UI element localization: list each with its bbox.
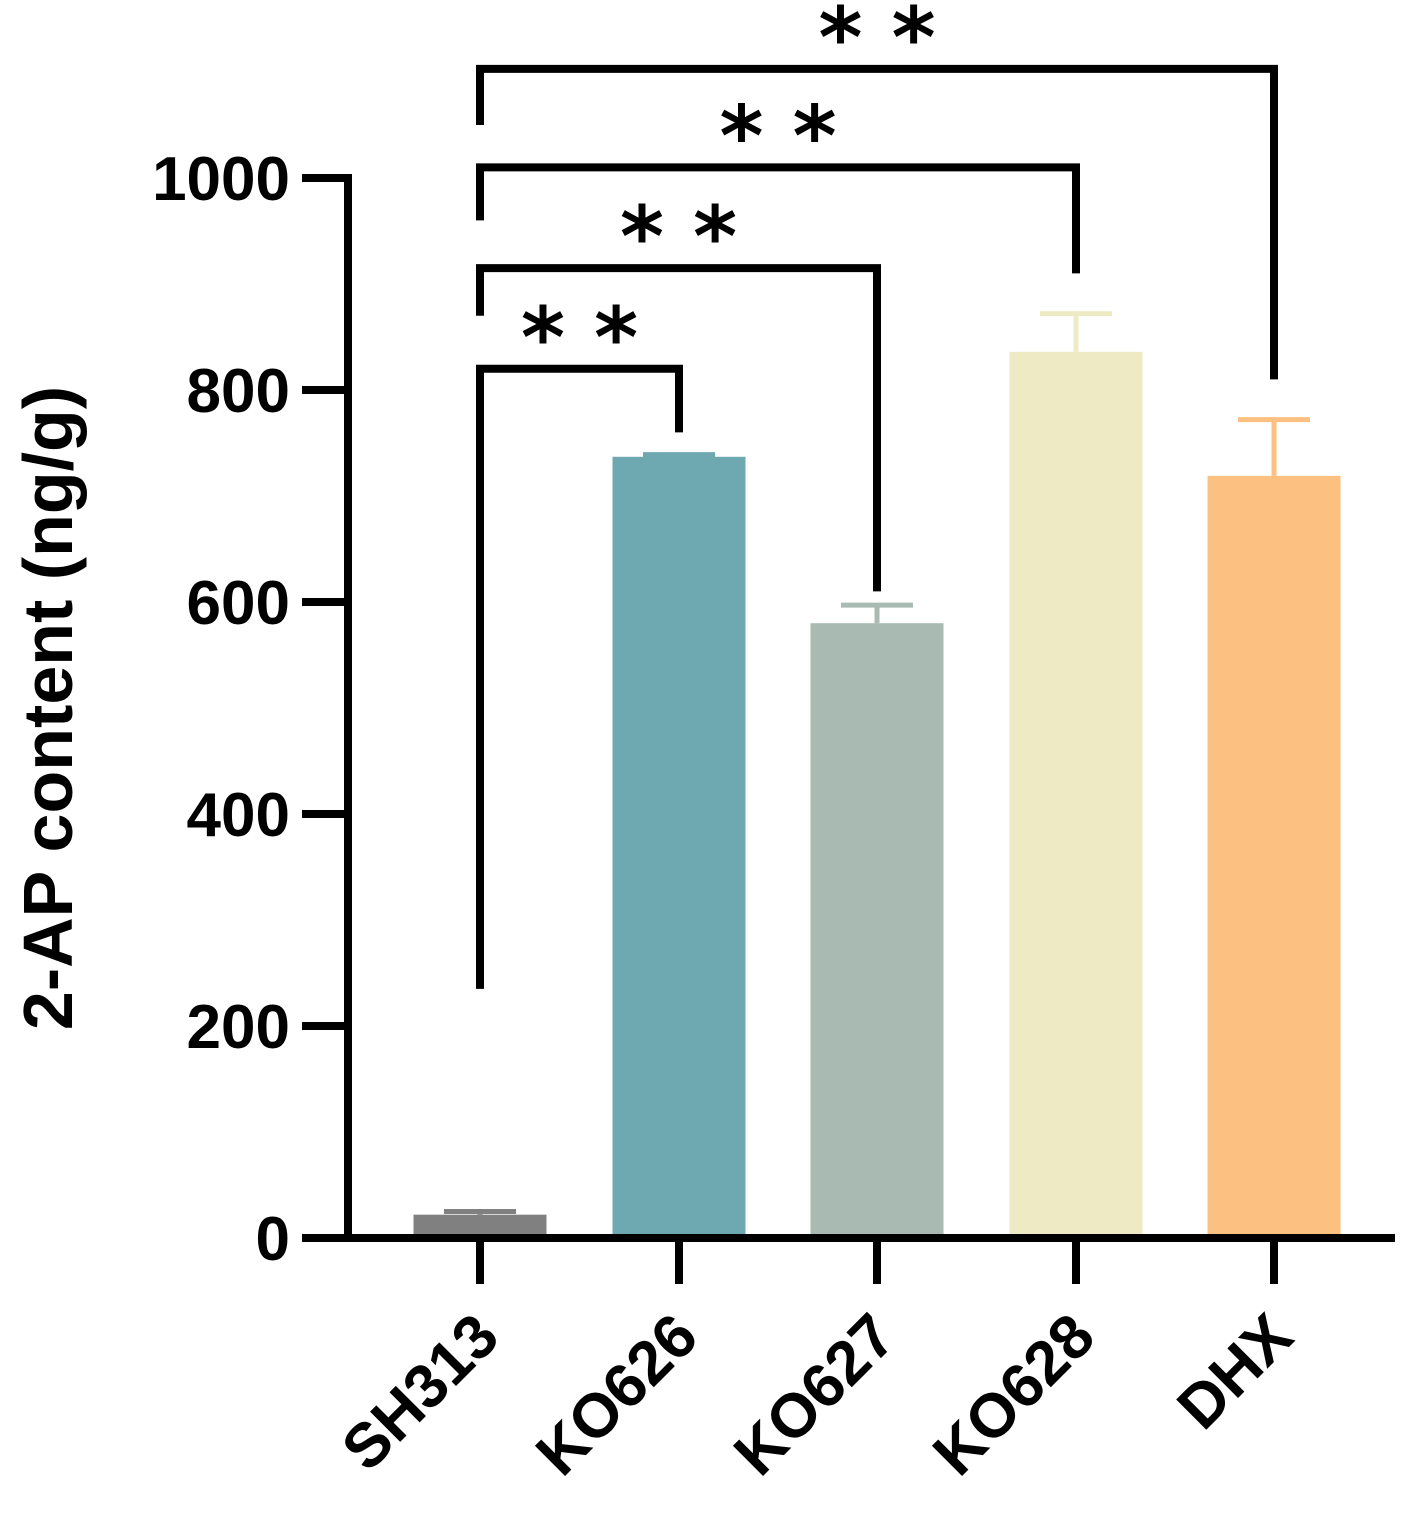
bar-ko626 <box>612 456 746 1238</box>
bar-sh313 <box>413 1214 547 1238</box>
y-tick-label-1000: 1000 <box>152 145 290 214</box>
significance-label-4: * * <box>818 0 935 87</box>
significance-bracket-1 <box>476 364 683 989</box>
y-tick-label-400: 400 <box>187 781 290 850</box>
significance-bracket-3 <box>476 163 1080 274</box>
y-axis-title: 2-AP content (ng/g) <box>9 386 87 1030</box>
x-tick-label-ko628: KO628 <box>920 1301 1108 1489</box>
x-tick-label-ko627: KO627 <box>721 1301 909 1489</box>
y-tick-label-200: 200 <box>187 993 290 1062</box>
bars-group <box>413 351 1341 1239</box>
significance-label-2: * * <box>620 188 737 286</box>
y-tick-label-800: 800 <box>187 357 290 426</box>
bar-ko627 <box>810 623 944 1238</box>
y-tick-label-0: 0 <box>256 1205 290 1274</box>
significance-bracket-2 <box>476 264 881 592</box>
error-bars-group <box>444 311 1310 1215</box>
significance-label-3: * * <box>719 87 836 185</box>
x-tick-label-sh313: SH313 <box>329 1301 512 1484</box>
bar-ko628 <box>1009 351 1143 1239</box>
x-tick-label-dhx: DHX <box>1165 1301 1306 1442</box>
significance-group: * ** ** ** * <box>476 0 1278 989</box>
significance-label-1: * * <box>521 289 638 387</box>
x-tick-label-ko626: KO626 <box>523 1301 711 1489</box>
y-tick-label-600: 600 <box>187 569 290 638</box>
bar-dhx <box>1207 475 1341 1238</box>
significance-bracket-4 <box>476 64 1278 380</box>
